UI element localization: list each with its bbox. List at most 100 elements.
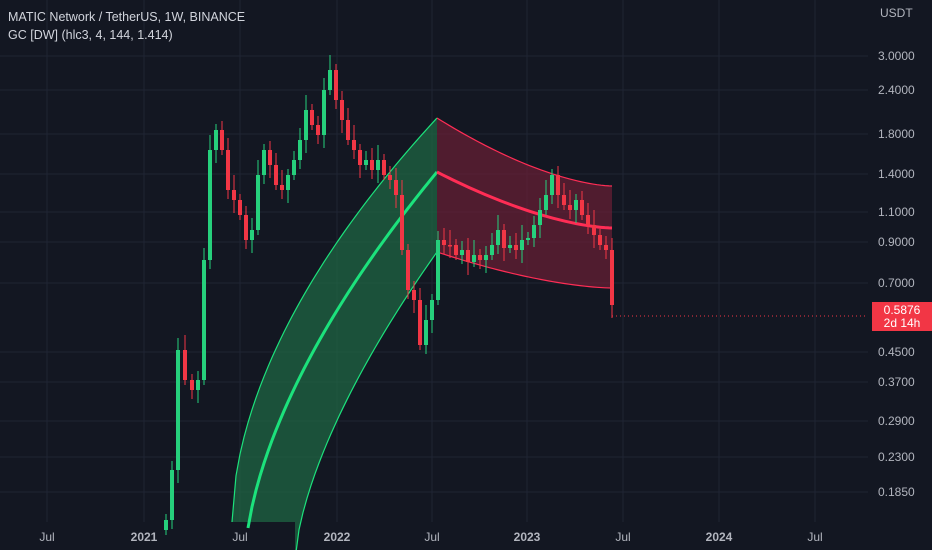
candle-body: [358, 150, 362, 165]
candle-body: [250, 230, 254, 240]
candle-body: [604, 245, 608, 250]
candlesticks: [164, 55, 868, 535]
candle-body: [400, 195, 404, 250]
candle-body: [412, 290, 416, 300]
candle-body: [562, 195, 566, 205]
time-tick: Jul: [232, 530, 247, 544]
candle-body: [238, 200, 242, 215]
candle-body: [164, 520, 168, 530]
candle-body: [430, 300, 434, 320]
candle-body: [418, 300, 422, 345]
current-price-value: 0.5876: [883, 302, 921, 317]
candle-body: [340, 100, 344, 120]
candle-body: [454, 245, 458, 255]
candle-body: [478, 255, 482, 260]
candle-body: [538, 210, 542, 225]
channel-upper-red: [436, 117, 613, 187]
candle-body: [220, 130, 224, 150]
candle-body: [484, 255, 488, 260]
candle-body: [286, 175, 290, 190]
candle-body: [490, 245, 494, 255]
price-tick: 2.4000: [878, 83, 915, 97]
candle-body: [196, 380, 200, 390]
candle-body: [214, 130, 218, 150]
candle-body: [183, 350, 187, 380]
time-tick: 2022: [324, 530, 351, 544]
time-tick: 2023: [514, 530, 541, 544]
channel-upper-green: [231, 117, 438, 523]
grid-lines: [0, 0, 868, 522]
candle-body: [610, 250, 614, 305]
time-tick: 2021: [131, 530, 158, 544]
candle-body: [472, 255, 476, 262]
price-tick: 0.3700: [878, 375, 915, 389]
candle-body: [586, 215, 590, 225]
price-tick: 3.0000: [878, 49, 915, 63]
time-axis[interactable]: Jul 2021 Jul 2022 Jul 2023 Jul 2024 Jul: [39, 530, 822, 544]
candle-body: [406, 250, 410, 290]
candle-body: [442, 240, 446, 245]
candle-body: [514, 245, 518, 250]
candle-body: [436, 240, 440, 300]
candle-body: [598, 235, 602, 245]
candle-body: [532, 225, 536, 238]
indicator-title[interactable]: GC [DW] (hlc3, 4, 144, 1.414): [8, 28, 173, 42]
price-tick: 0.2300: [878, 450, 915, 464]
candle-body: [244, 215, 248, 240]
candle-body: [424, 320, 428, 345]
candle-body: [568, 205, 572, 210]
candle-body: [502, 230, 506, 248]
candle-body: [448, 245, 452, 247]
candle-body: [364, 160, 368, 165]
candle-body: [382, 160, 386, 175]
channel-center-red: [436, 170, 613, 230]
candle-body: [370, 160, 374, 170]
time-tick: Jul: [807, 530, 822, 544]
price-tick: 0.2900: [878, 414, 915, 428]
candle-body: [592, 225, 596, 235]
candle-body: [226, 150, 230, 190]
price-tick: 1.1000: [878, 205, 915, 219]
candle-body: [388, 175, 392, 180]
price-tick: 0.1850: [878, 485, 915, 499]
channel-fill-red: [437, 118, 612, 288]
candle-body: [304, 110, 308, 140]
candle-body: [256, 175, 260, 230]
bar-countdown: 2d 14h: [883, 315, 921, 330]
price-axis[interactable]: USDT 3.0000 2.4000 1.8000 1.4000 1.1000 0.9000…: [878, 6, 915, 499]
candle-body: [280, 185, 284, 190]
candle-body: [298, 140, 302, 160]
candle-body: [346, 120, 350, 140]
current-price-badge: 0.5876 2d 14h: [872, 302, 932, 331]
candle-body: [574, 200, 578, 210]
time-tick: Jul: [424, 530, 439, 544]
symbol-title[interactable]: MATIC Network / TetherUS, 1W, BINANCE: [8, 10, 246, 24]
candle-body: [550, 175, 554, 195]
candle-body: [328, 70, 332, 90]
chart-legend: MATIC Network / TetherUS, 1W, BINANCE GC…: [8, 8, 245, 44]
channel-fill-green: [232, 118, 437, 550]
gaussian-channel: [231, 117, 613, 550]
candle-body: [460, 250, 464, 255]
candle-body: [316, 125, 320, 135]
time-tick: Jul: [39, 530, 54, 544]
candle-body: [526, 238, 530, 240]
time-tick: 2024: [706, 530, 733, 544]
candle-body: [268, 150, 272, 165]
candle-body: [176, 350, 180, 470]
candle-body: [352, 140, 356, 150]
candle-body: [274, 165, 278, 185]
price-tick: 0.4500: [878, 345, 915, 359]
candle-body: [544, 195, 548, 210]
candle-body: [232, 190, 236, 200]
candle-body: [394, 180, 398, 195]
candle-body: [508, 245, 512, 248]
candle-body: [556, 175, 560, 195]
candle-body: [580, 200, 584, 215]
price-tick: 0.9000: [878, 235, 915, 249]
candle-body: [292, 160, 296, 175]
candle-body: [496, 230, 500, 245]
price-axis-currency: USDT: [880, 6, 913, 20]
price-tick: 0.7000: [878, 276, 915, 290]
